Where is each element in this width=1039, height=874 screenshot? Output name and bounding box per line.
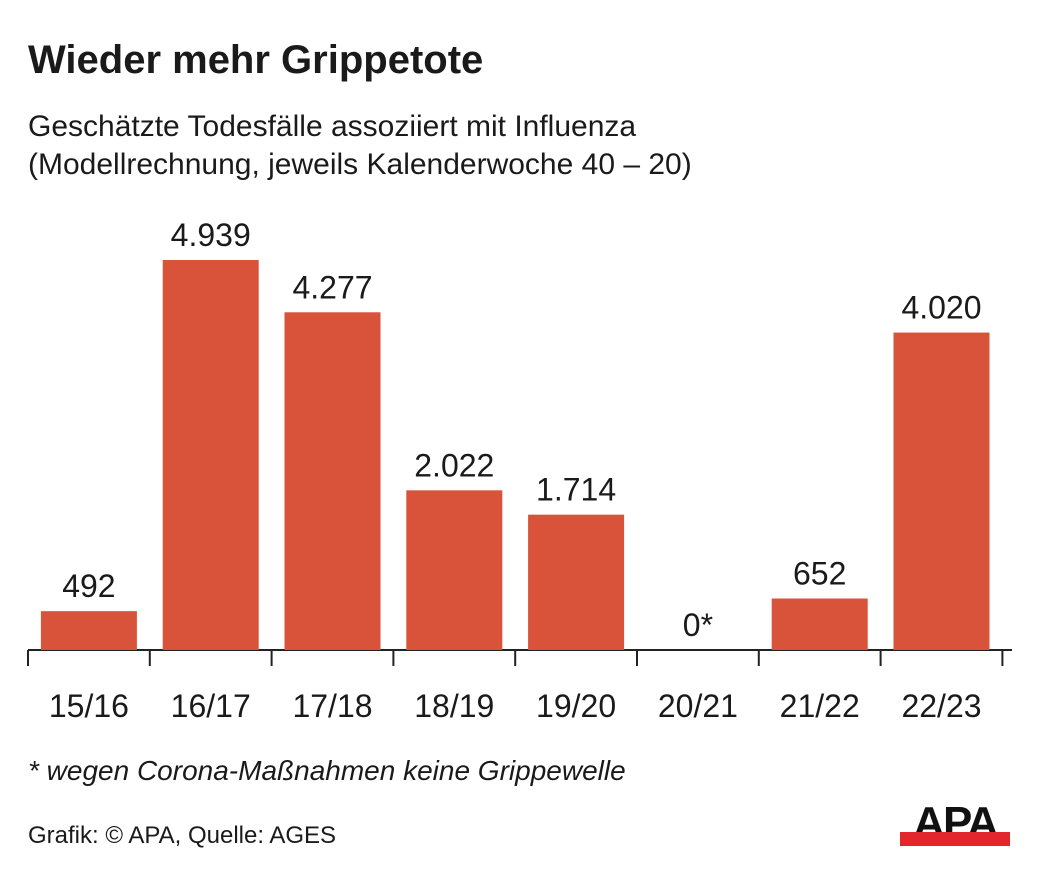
bar bbox=[893, 332, 990, 650]
bar bbox=[406, 490, 503, 650]
chart-title: Wieder mehr Grippetote bbox=[28, 38, 484, 82]
data-label: 492 bbox=[62, 568, 115, 604]
data-label: 0* bbox=[683, 607, 713, 643]
x-tick-label: 15/16 bbox=[49, 688, 129, 724]
x-tick-label: 18/19 bbox=[414, 688, 494, 724]
bar bbox=[528, 514, 625, 650]
x-tick-label: 20/21 bbox=[658, 688, 738, 724]
data-label: 4.939 bbox=[171, 217, 251, 253]
data-label: 4.277 bbox=[292, 269, 372, 305]
bar bbox=[40, 611, 137, 650]
source-credit: Grafik: © APA, Quelle: AGES bbox=[28, 822, 337, 849]
x-tick-label: 16/17 bbox=[171, 688, 251, 724]
footnote: * wegen Corona-Maßnahmen keine Grippewel… bbox=[28, 755, 626, 786]
x-tick-label: 19/20 bbox=[536, 688, 616, 724]
bar bbox=[284, 312, 381, 650]
bar bbox=[771, 598, 868, 650]
bar bbox=[162, 260, 259, 650]
data-label: 652 bbox=[793, 556, 846, 592]
data-label: 4.020 bbox=[901, 290, 981, 326]
chart-subtitle-line1: Geschätzte Todesfälle assoziiert mit Inf… bbox=[28, 110, 637, 143]
data-label: 2.022 bbox=[414, 447, 494, 483]
x-tick-label: 22/23 bbox=[901, 688, 981, 724]
data-label: 1.714 bbox=[536, 472, 616, 508]
x-tick-label: 17/18 bbox=[292, 688, 372, 724]
x-tick-label: 21/22 bbox=[780, 688, 860, 724]
chart-subtitle-line2: (Modellrechnung, jeweils Kalenderwoche 4… bbox=[28, 148, 692, 181]
